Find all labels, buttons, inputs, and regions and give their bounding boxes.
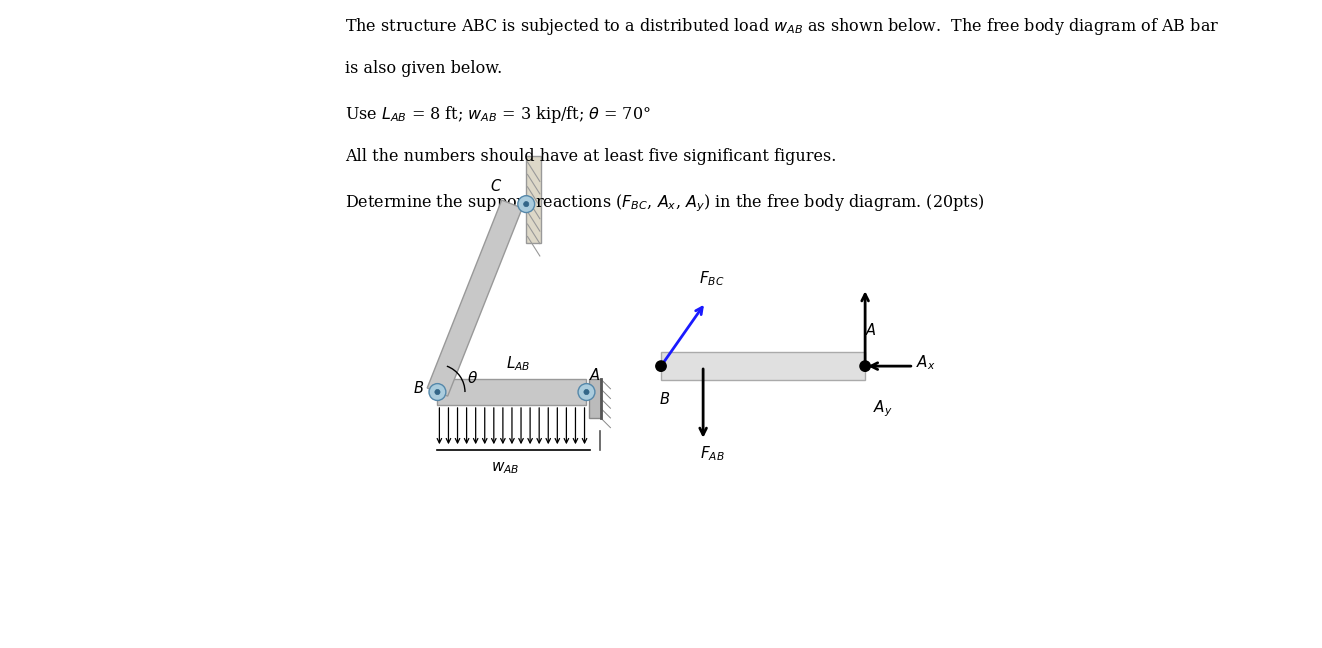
Text: Use $L_{AB}$ = 8 ft; $w_{AB}$ = 3 kip/ft; $\theta$ = 70°: Use $L_{AB}$ = 8 ft; $w_{AB}$ = 3 kip/ft… (345, 104, 650, 125)
Bar (526, 156, 541, 243)
Text: C: C (490, 179, 500, 194)
Circle shape (584, 389, 590, 395)
Text: $F_{AB}$: $F_{AB}$ (699, 444, 724, 463)
Text: Determine the support reactions ($F_{BC}$, $A_x$, $A_y$) in the free body diagra: Determine the support reactions ($F_{BC}… (345, 192, 984, 214)
Text: A: A (866, 323, 875, 338)
Text: B: B (660, 392, 669, 407)
Circle shape (859, 361, 870, 371)
Text: is also given below.: is also given below. (345, 60, 502, 77)
Bar (661, 352, 865, 380)
Circle shape (524, 202, 529, 207)
Polygon shape (427, 200, 522, 396)
Bar (590, 379, 600, 418)
Text: $A_y$: $A_y$ (873, 398, 892, 419)
Circle shape (578, 384, 595, 400)
Text: $A_x$: $A_x$ (916, 354, 935, 372)
Text: $F_{BC}$: $F_{BC}$ (699, 270, 724, 288)
Text: The structure ABC is subjected to a distributed load $w_{AB}$ as shown below.  T: The structure ABC is subjected to a dist… (345, 16, 1219, 37)
Circle shape (435, 389, 440, 395)
Text: $L_{AB}$: $L_{AB}$ (506, 354, 530, 373)
Text: B: B (414, 381, 423, 397)
Polygon shape (438, 379, 587, 405)
Text: All the numbers should have at least five significant figures.: All the numbers should have at least fiv… (345, 148, 836, 165)
Circle shape (518, 196, 534, 213)
Text: $w_{AB}$: $w_{AB}$ (492, 460, 520, 476)
Circle shape (656, 361, 666, 371)
Text: A: A (590, 368, 600, 384)
Text: $\theta$: $\theta$ (467, 370, 477, 386)
Circle shape (430, 384, 446, 400)
